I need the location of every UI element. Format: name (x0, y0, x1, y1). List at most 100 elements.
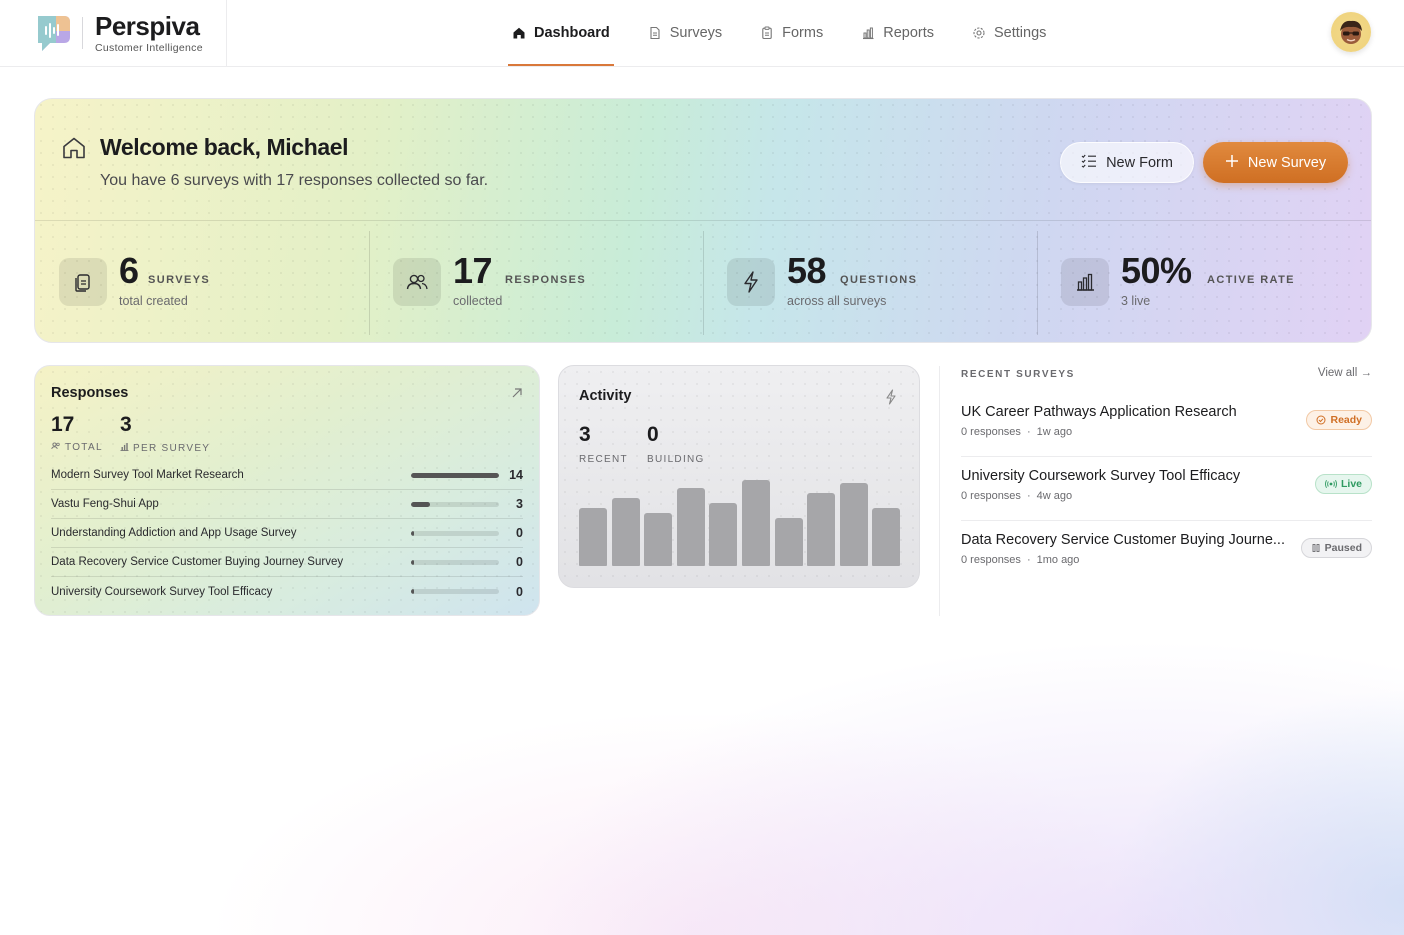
document-icon (648, 26, 662, 40)
nav-label: Dashboard (534, 25, 610, 41)
stat-label: RESPONSES (505, 274, 587, 286)
stat-responses: 17 RESPONSES collected (369, 221, 703, 342)
bar-chart-icon (861, 26, 875, 40)
survey-meta: 0 responses · 4w ago (961, 490, 1072, 502)
survey-time: 4w ago (1036, 490, 1073, 502)
nav-label: Surveys (669, 25, 723, 41)
response-row[interactable]: Modern Survey Tool Market Research 14 (51, 461, 523, 490)
nav-surveys[interactable]: Surveys (644, 0, 726, 66)
response-row[interactable]: Understanding Addiction and App Usage Su… (51, 519, 523, 548)
responses-total: 17 (51, 413, 75, 436)
nav-forms[interactable]: Forms (756, 0, 827, 66)
response-row[interactable]: Data Recovery Service Customer Buying Jo… (51, 548, 523, 577)
arrow-up-right-icon[interactable] (511, 386, 523, 404)
survey-meta: 0 responses · 1w ago (961, 426, 1072, 438)
per-survey-label: PER SURVEY (133, 442, 211, 454)
brand-name: Perspiva (95, 11, 200, 41)
status-label: Ready (1330, 414, 1362, 426)
lightning-icon (727, 258, 775, 306)
stat-value: 50% (1121, 250, 1192, 291)
activity-title: Activity (579, 388, 632, 404)
status-badge: Ready (1306, 410, 1372, 430)
nav-settings[interactable]: Settings (968, 0, 1050, 66)
welcome-hero: Welcome back, Michael You have 6 surveys… (34, 98, 1372, 343)
status-badge: Live (1314, 474, 1372, 494)
home-icon (61, 135, 87, 161)
meta-separator: · (1026, 554, 1031, 566)
recent-survey-item[interactable]: Data Recovery Service Customer Buying Jo… (961, 521, 1372, 585)
stat-active-rate: 50% ACTIVE RATE 3 live (1037, 221, 1371, 342)
nav-label: Forms (782, 25, 824, 41)
recent-surveys: RECENT SURVEYS View all → UK Career Path… (939, 366, 1372, 616)
plus-icon (1225, 154, 1239, 172)
response-row[interactable]: Vastu Feng-Shui App 3 (51, 490, 523, 519)
clipboard-icon (760, 26, 774, 40)
users-icon (51, 442, 61, 453)
response-row-bar (411, 472, 499, 478)
stat-surveys: 6 SURVEYS total created (35, 221, 369, 342)
recent-survey-item[interactable]: UK Career Pathways Application Research 0… (961, 393, 1372, 457)
response-row-bar-fill (411, 559, 414, 565)
brand-text: Perspiva Customer Intelligence (95, 12, 203, 54)
response-row-count: 0 (516, 584, 523, 599)
nav-dashboard[interactable]: Dashboard (508, 0, 614, 66)
activity-bar (742, 480, 770, 566)
response-row-count: 14 (509, 468, 523, 482)
response-row-name: University Coursework Survey Tool Effica… (51, 585, 273, 598)
new-form-label: New Form (1106, 154, 1173, 171)
new-survey-button[interactable]: New Survey (1203, 142, 1348, 183)
user-avatar[interactable] (1331, 12, 1371, 52)
stat-label: ACTIVE RATE (1207, 274, 1295, 286)
responses-title: Responses (51, 385, 129, 401)
brand-tagline: Customer Intelligence (95, 42, 203, 54)
activity-bar (807, 492, 836, 566)
survey-title: UK Career Pathways Application Research (961, 404, 1237, 420)
response-row[interactable]: University Coursework Survey Tool Effica… (51, 577, 523, 606)
meta-separator: · (1026, 426, 1031, 438)
brand[interactable]: Perspiva Customer Intelligence (34, 8, 203, 58)
check-circle-icon (1316, 415, 1326, 425)
activity-recent-label: RECENT (579, 454, 628, 465)
response-row-bar (411, 501, 499, 507)
view-all-link[interactable]: View all → (1317, 367, 1372, 379)
home-icon (512, 26, 526, 40)
activity-bar (839, 483, 868, 566)
survey-response-count: 0 responses (961, 490, 1021, 502)
activity-building-label: BUILDING (647, 454, 705, 465)
survey-meta: 0 responses · 1mo ago (961, 554, 1079, 566)
response-row-bar-fill (411, 530, 414, 536)
activity-building: 0 (647, 423, 659, 446)
stat-sub: across all surveys (787, 294, 887, 308)
stat-questions: 58 QUESTIONS across all surveys (703, 221, 1037, 342)
survey-title: University Coursework Survey Tool Effica… (961, 468, 1241, 484)
stat-value: 58 (787, 250, 827, 291)
responses-total-label: TOTAL (51, 442, 103, 453)
new-form-button[interactable]: New Form (1060, 142, 1194, 183)
responses-card: Responses 17 TOTAL 3 PER SURVEY Modern S… (34, 365, 540, 616)
activity-card: Activity 3 RECENT 0 BUILDING (558, 365, 920, 588)
survey-time: 1mo ago (1036, 554, 1080, 566)
survey-title: Data Recovery Service Customer Buying Jo… (961, 532, 1285, 548)
users-icon (393, 258, 441, 306)
gear-icon (972, 26, 986, 40)
response-row-bar-fill (411, 472, 499, 478)
bar-chart-icon (120, 442, 129, 454)
response-row-name: Modern Survey Tool Market Research (51, 469, 244, 481)
responses-per-survey: 3 (120, 413, 132, 436)
stat-label: QUESTIONS (840, 274, 918, 286)
hero-top: Welcome back, Michael You have 6 surveys… (35, 99, 1371, 221)
response-row-name: Understanding Addiction and App Usage Su… (51, 527, 297, 539)
brand-separator (82, 17, 83, 49)
activity-bar (709, 503, 738, 566)
response-row-count: 0 (516, 526, 523, 540)
status-badge: Paused (1300, 538, 1372, 558)
response-row-bar (411, 530, 499, 536)
activity-bar (644, 512, 673, 566)
activity-recent: 3 (579, 423, 591, 446)
avatar-face-icon (1340, 20, 1362, 44)
response-row-count: 3 (516, 497, 523, 511)
nav-reports[interactable]: Reports (857, 0, 938, 66)
lightning-icon (885, 389, 897, 410)
activity-bar (774, 517, 803, 566)
recent-survey-item[interactable]: University Coursework Survey Tool Effica… (961, 457, 1372, 521)
